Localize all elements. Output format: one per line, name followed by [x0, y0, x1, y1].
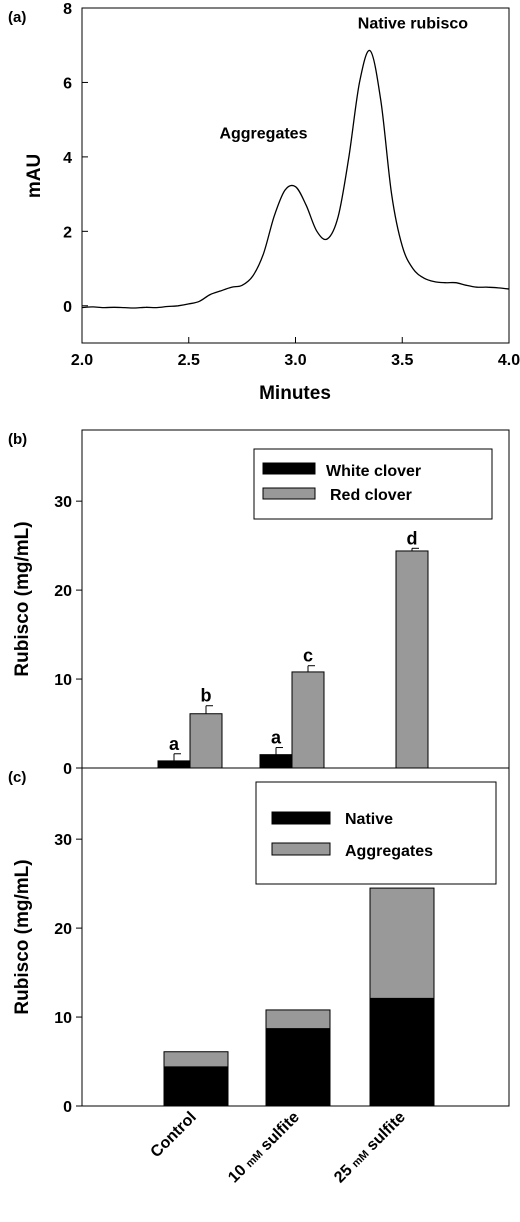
y-tick-label: 10	[54, 672, 72, 689]
stacked-bar-aggregates	[163, 1051, 229, 1068]
y-tick-label: 30	[54, 494, 72, 511]
legend-c: Native Aggregates	[255, 781, 497, 885]
annotation-aggregates: Aggregates	[219, 125, 307, 142]
x-axis-title: Minutes	[259, 383, 331, 404]
y-tick-label: 20	[54, 583, 72, 600]
legend-label-native: Native	[345, 811, 393, 828]
legend-label-white-clover: White clover	[326, 463, 421, 480]
bar-white-clover	[259, 754, 293, 769]
y-tick-label: 0	[63, 299, 72, 316]
legend-swatch-native	[271, 811, 331, 825]
y-tick-label: 2	[63, 224, 72, 241]
panel-c-bars	[163, 887, 435, 1107]
panel-c: (c) 0 10 20 30 Rubisco (mg/mL) Native Aggre…	[8, 767, 510, 1187]
y-axis-title: Rubisco (mg/mL)	[12, 521, 33, 676]
y-axis-title: mAU	[24, 154, 45, 198]
stacked-bar-native	[265, 1028, 331, 1107]
panel-a-ticks: 2.0 2.5 3.0 3.5 4.0 0 2 4 6 8	[63, 1, 520, 369]
significance-letter: d	[407, 528, 418, 548]
stacked-bar-native	[369, 997, 435, 1107]
category-label-10mm-sulfite: 10 mM sulfite	[225, 1109, 303, 1187]
significance-letter: a	[169, 734, 180, 754]
x-tick-label: 3.5	[391, 352, 413, 369]
significance-letter: b	[201, 686, 212, 706]
x-tick-label: 2.0	[71, 352, 93, 369]
y-tick-label: 0	[63, 761, 72, 778]
significance-letter: a	[271, 728, 282, 748]
panel-a-frame	[81, 7, 510, 344]
panel-b-ticks: 0 10 20 30	[54, 494, 82, 778]
bar-red-clover	[189, 713, 223, 769]
stacked-bar-native	[163, 1066, 229, 1107]
legend-swatch-red-clover	[262, 487, 316, 500]
y-tick-label: 8	[63, 1, 72, 18]
legend-swatch-aggregates	[271, 842, 331, 856]
x-tick-label: 4.0	[498, 352, 520, 369]
y-tick-label: 10	[54, 1010, 72, 1027]
legend-b: White clover Red clover	[253, 448, 493, 520]
legend-label-red-clover: Red clover	[330, 487, 412, 504]
x-tick-label: 3.0	[284, 352, 306, 369]
significance-letter: c	[303, 646, 313, 666]
panel-c-label: (c)	[8, 769, 26, 786]
y-tick-label: 30	[54, 832, 72, 849]
category-label-25mm-sulfite: 25 mM sulfite	[331, 1109, 409, 1187]
bar-red-clover	[291, 671, 325, 769]
y-tick-label: 20	[54, 921, 72, 938]
panel-c-ticks: 0 10 20 30	[54, 832, 82, 1116]
panel-b: (b) 0 10 20 30 a a b c d Rubisco (mg/mL) White …	[8, 429, 510, 778]
y-tick-label: 0	[63, 1099, 72, 1116]
panel-a: (a) 2.0 2.5 3.0 3.5 4.0 0 2 4 6 8 Aggregates Nati…	[8, 1, 520, 404]
stacked-bar-aggregates	[369, 887, 435, 999]
panel-b-bars: a a b c d	[157, 528, 429, 769]
chromatogram-line	[81, 49, 510, 309]
x-tick-label: 2.5	[178, 352, 200, 369]
panel-b-label: (b)	[8, 431, 27, 448]
legend-swatch-white-clover	[262, 462, 316, 475]
bar-white-clover	[157, 760, 191, 769]
legend-box	[255, 781, 497, 885]
stacked-bar-aggregates	[265, 1009, 331, 1030]
panel-a-label: (a)	[8, 9, 26, 26]
y-tick-label: 4	[63, 150, 72, 167]
legend-label-aggregates: Aggregates	[345, 843, 433, 860]
y-tick-label: 6	[63, 75, 72, 92]
bar-red-clover	[395, 550, 429, 769]
annotation-native-rubisco: Native rubisco	[358, 15, 468, 32]
legend-box	[253, 448, 493, 520]
category-label-control: Control	[148, 1109, 200, 1161]
y-axis-title: Rubisco (mg/mL)	[12, 859, 33, 1014]
